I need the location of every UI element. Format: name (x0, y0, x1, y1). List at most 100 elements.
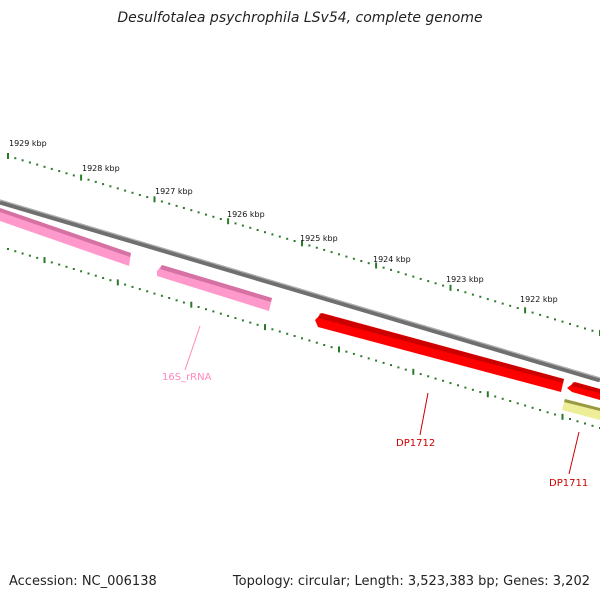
minor-tick (554, 413, 556, 416)
minor-tick (569, 322, 571, 325)
minor-tick (80, 270, 83, 273)
minor-tick (584, 422, 586, 425)
minor-tick (241, 319, 244, 322)
minor-tick (72, 174, 75, 177)
minor-tick (87, 178, 90, 181)
minor-tick (404, 368, 407, 371)
minor-tick (146, 290, 149, 293)
minor-tick (427, 375, 430, 378)
minor-tick (212, 310, 215, 313)
minor-tick (146, 196, 149, 199)
minor-tick (531, 311, 534, 314)
minor-tick (124, 189, 127, 192)
minor-tick (457, 384, 459, 387)
accession-text: Accession: NC_006138 (9, 574, 157, 589)
minor-tick (352, 352, 355, 355)
leader-line-dp1712 (419, 392, 429, 436)
minor-tick (539, 313, 542, 316)
minor-tick (219, 218, 222, 220)
minor-tick (205, 308, 207, 311)
tick-label: 1922 kbp (520, 295, 558, 304)
tick-label: 1925 kbp (300, 234, 338, 243)
major-tick (7, 153, 9, 159)
minor-tick (14, 157, 17, 160)
minor-tick (109, 279, 112, 282)
minor-tick (501, 397, 504, 400)
minor-tick (160, 294, 163, 297)
minor-tick (360, 260, 363, 262)
minor-tick (241, 224, 244, 227)
minor-tick (419, 373, 422, 376)
minor-tick (58, 263, 61, 266)
minor-tick (308, 339, 311, 342)
minor-tick (182, 301, 185, 304)
minor-tick (516, 402, 519, 405)
minor-tick (65, 172, 68, 175)
major-tick (227, 218, 230, 225)
minor-tick (390, 364, 392, 367)
genome-title: Desulfotalea psychrophila LSv54, complet… (117, 10, 483, 26)
minor-tick (190, 209, 193, 212)
minor-tick (28, 161, 31, 164)
minor-tick (102, 183, 105, 186)
minor-tick (36, 163, 39, 166)
minor-tick (124, 283, 127, 286)
minor-tick (367, 262, 370, 265)
minor-tick (584, 327, 586, 330)
minor-tick (509, 400, 512, 402)
minor-tick (449, 382, 452, 385)
minor-tick (345, 255, 348, 258)
feature-dp1712[interactable] (315, 313, 564, 392)
minor-tick (197, 211, 200, 214)
feature-dp1711[interactable] (567, 382, 600, 400)
major-tick (43, 257, 46, 264)
minor-tick (591, 329, 594, 332)
minor-tick (87, 272, 90, 275)
major-tick (80, 174, 83, 181)
major-tick (301, 240, 303, 247)
minor-tick (338, 253, 340, 256)
minor-tick (479, 391, 482, 393)
minor-tick (271, 233, 274, 236)
minor-tick (256, 229, 259, 231)
feature-16s-rrna[interactable] (157, 265, 272, 311)
minor-tick (516, 307, 519, 310)
feature-rrna-left[interactable] (0, 208, 131, 266)
inner-tick-track (7, 248, 600, 429)
minor-tick (205, 213, 207, 216)
minor-tick (168, 202, 171, 205)
tick-label: 1926 kbp (227, 210, 265, 219)
minor-tick (28, 254, 31, 257)
major-tick (486, 391, 489, 398)
minor-tick (249, 226, 252, 229)
major-tick (116, 279, 119, 286)
minor-tick (494, 300, 497, 303)
minor-tick (249, 321, 252, 324)
major-tick (338, 346, 340, 353)
minor-tick (591, 424, 594, 427)
major-tick (449, 284, 452, 291)
major-tick (524, 307, 527, 314)
minor-tick (323, 248, 326, 251)
minor-tick (138, 194, 141, 196)
minor-tick (219, 312, 222, 315)
minor-tick (94, 274, 97, 277)
minor-tick (212, 215, 215, 218)
minor-tick (21, 252, 24, 255)
minor-tick (576, 420, 579, 423)
genome-backbone (0, 199, 600, 383)
minor-tick (539, 409, 542, 411)
minor-tick (546, 316, 549, 319)
minor-tick (323, 344, 326, 346)
minor-tick (561, 320, 564, 323)
feature-misc[interactable] (562, 399, 600, 420)
minor-tick (116, 187, 119, 190)
minor-tick (345, 350, 348, 353)
minor-tick (278, 235, 281, 238)
minor-tick (7, 248, 9, 250)
minor-tick (168, 297, 171, 299)
minor-tick (234, 222, 237, 225)
minor-tick (131, 191, 134, 194)
minor-tick (434, 377, 437, 380)
